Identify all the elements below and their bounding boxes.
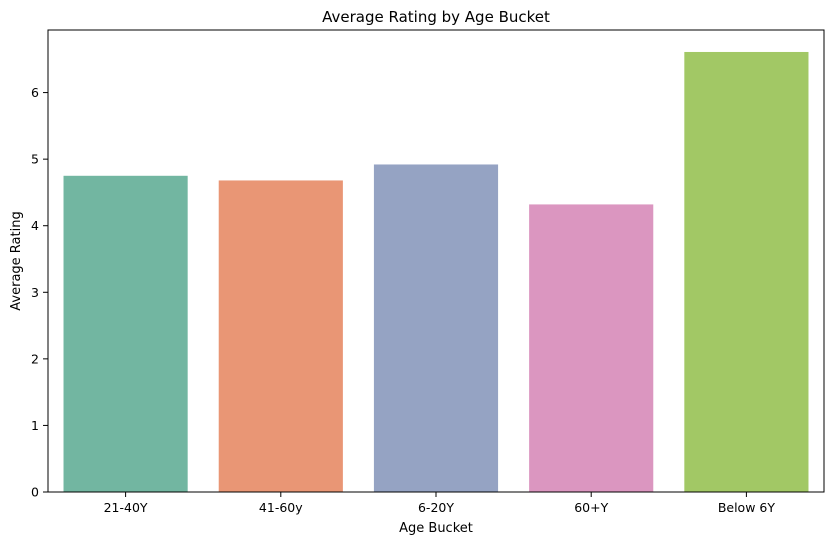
bars-group xyxy=(63,51,809,493)
bar-60-y xyxy=(529,204,654,492)
y-tick-label: 0 xyxy=(31,485,39,500)
y-axis: 0 1 2 3 4 5 6 xyxy=(31,85,48,500)
chart-title: Average Rating by Age Bucket xyxy=(322,8,550,26)
bar-6-20y xyxy=(373,164,499,492)
bar-21-40y xyxy=(63,175,188,493)
y-tick-label: 6 xyxy=(31,85,39,100)
y-tick-label: 2 xyxy=(31,351,39,366)
y-tick-label: 3 xyxy=(31,285,39,300)
bar-below-6y xyxy=(684,51,809,493)
x-tick-label: Below 6Y xyxy=(718,500,776,515)
x-tick-label: 6-20Y xyxy=(418,500,454,515)
bar-41-60y xyxy=(218,180,343,492)
x-axis: 21-40Y 41-60y 6-20Y 60+Y Below 6Y xyxy=(104,492,776,515)
x-tick-label: 41-60y xyxy=(259,500,303,515)
y-tick-label: 1 xyxy=(31,418,39,433)
x-axis-label: Age Bucket xyxy=(399,521,473,536)
y-tick-label: 5 xyxy=(31,152,39,167)
x-tick-label: 60+Y xyxy=(574,500,608,515)
y-tick-label: 4 xyxy=(31,218,39,233)
y-axis-label: Average Rating xyxy=(9,211,24,310)
x-tick-label: 21-40Y xyxy=(104,500,148,515)
